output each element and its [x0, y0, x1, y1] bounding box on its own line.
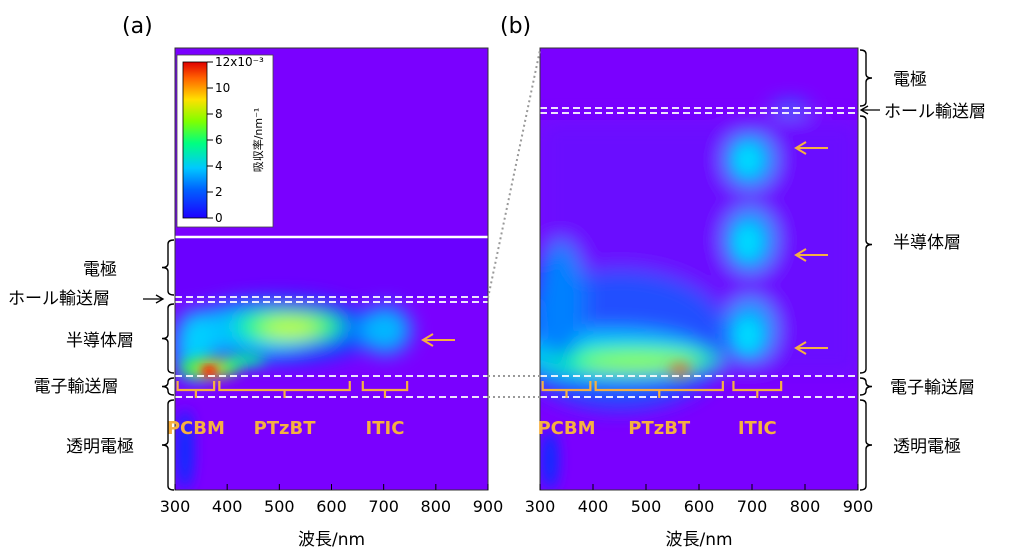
colorbar-tick-label: 4 [215, 159, 223, 173]
hole-layer-arrowhead-b [859, 105, 869, 115]
material-bracket [732, 381, 783, 398]
layer-brace [859, 399, 873, 491]
x-tick-label: 300 [160, 497, 191, 516]
material-label: PTzBT [628, 418, 691, 439]
layer-brace [161, 399, 175, 491]
colorbar-label: 吸収率/nm⁻¹ [251, 108, 265, 173]
x-tick-label: 500 [631, 497, 662, 516]
x-tick-label: 900 [473, 497, 504, 516]
x-tick-label: 600 [684, 497, 715, 516]
layer-label: 半導体層 [66, 331, 134, 351]
colorbar-tick-label: 8 [215, 107, 223, 121]
layer-brace [859, 49, 873, 107]
panel-a-label: (a) [122, 14, 153, 39]
material-label: PCBM [537, 418, 595, 439]
material-bracket [176, 381, 216, 398]
x-axis-label: 波長/nm [298, 530, 365, 550]
material-bracket [218, 381, 351, 398]
panel-a-arrowhead [421, 333, 434, 347]
panel-a-heatmap [175, 48, 488, 490]
x-tick-label: 400 [212, 497, 243, 516]
colorbar-tick-label: 2 [215, 185, 223, 199]
material-label: PTzBT [254, 418, 317, 439]
layer-label: 電極 [893, 70, 927, 90]
x-tick-label: 700 [368, 497, 399, 516]
layer-label: 電極 [83, 260, 117, 280]
colorbar-tick-label: 12x10⁻³ [215, 55, 264, 69]
material-label: ITIC [738, 418, 777, 439]
layer-label: ホール輸送層 [884, 102, 986, 122]
material-label: ITIC [366, 418, 405, 439]
layer-brace [161, 377, 175, 396]
material-label: PCBM [167, 418, 225, 439]
zoom-connectors [487, 49, 541, 398]
x-axis-label: 波長/nm [665, 530, 732, 550]
x-tick-label: 900 [843, 497, 874, 516]
material-bracket [361, 381, 409, 398]
x-tick-label: 800 [421, 497, 452, 516]
colorbar-ramp [182, 61, 208, 219]
x-tick-label: 500 [264, 497, 295, 516]
x-tick-label: 600 [316, 497, 347, 516]
material-bracket [541, 381, 592, 398]
layer-label: 電子輸送層 [34, 377, 119, 397]
layer-brace [161, 239, 175, 296]
x-tick-label: 300 [525, 497, 556, 516]
layer-label: 透明電極 [66, 437, 134, 457]
colorbar: 0 2 4 6 8 10 12x10⁻³ 吸収率/nm⁻¹ [176, 54, 274, 228]
colorbar-tick-label: 6 [215, 133, 223, 147]
layer-label: 半導体層 [893, 233, 961, 253]
layer-label: 透明電極 [893, 437, 961, 457]
layer-brace [859, 115, 873, 374]
panel-b-heatmap [540, 48, 858, 490]
material-bracket [594, 381, 724, 398]
layer-brace [161, 303, 175, 374]
x-tick-label: 700 [737, 497, 768, 516]
colorbar-tick-label: 10 [215, 81, 230, 95]
layer-label: ホール輸送層 [8, 289, 110, 309]
hole-layer-arrowhead [155, 294, 165, 304]
x-tick-label: 400 [578, 497, 609, 516]
x-tick-label: 800 [790, 497, 821, 516]
layer-brace [859, 377, 873, 396]
layer-label: 電子輸送層 [890, 378, 975, 398]
panel-b-arrows [794, 141, 828, 355]
colorbar-tick-label: 0 [215, 211, 223, 225]
panel-b-label: (b) [500, 14, 531, 39]
